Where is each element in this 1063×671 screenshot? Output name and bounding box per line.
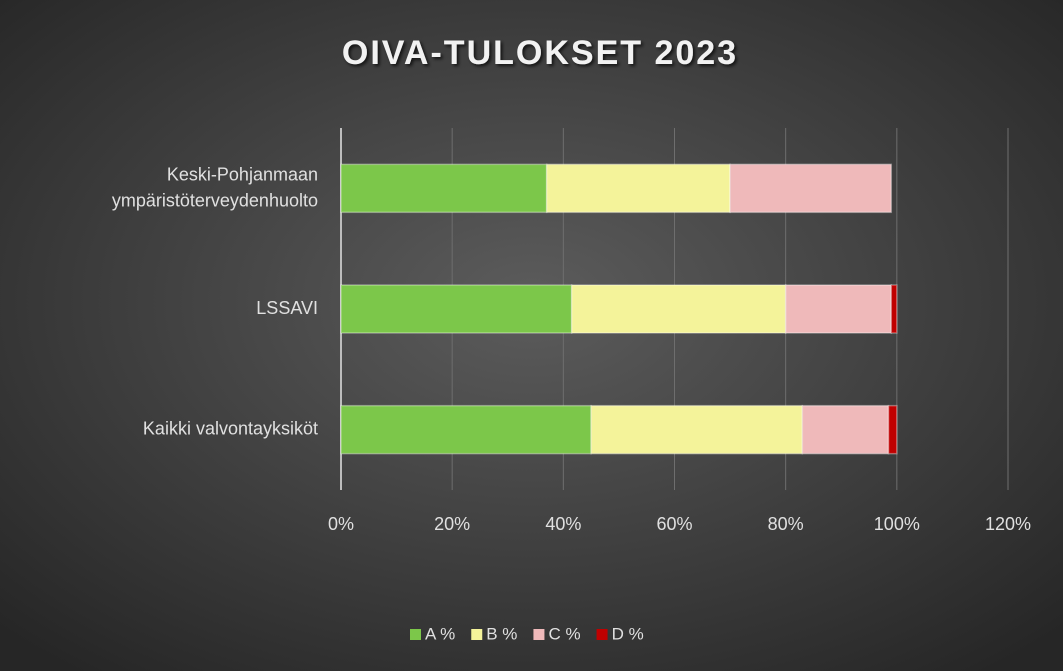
bar-segment bbox=[784, 284, 893, 334]
x-tick-label: 20% bbox=[434, 514, 470, 534]
legend-label: C % bbox=[548, 624, 580, 643]
legend-marker bbox=[410, 629, 421, 640]
x-tick-label: 120% bbox=[985, 514, 1031, 534]
legend-marker bbox=[471, 629, 483, 640]
chart-title: OIVA-TULOKSET 2023 bbox=[342, 34, 738, 72]
legend-label: A % bbox=[425, 624, 455, 643]
legend-label: B % bbox=[486, 624, 517, 643]
x-tick-label: 40% bbox=[545, 514, 581, 534]
bar-segment bbox=[590, 404, 804, 455]
bar-segment bbox=[340, 163, 548, 214]
bar-segment bbox=[890, 284, 898, 334]
y-tick-label: LSSAVI bbox=[256, 298, 318, 318]
bar-segment bbox=[545, 163, 731, 214]
x-tick-label: 60% bbox=[656, 514, 692, 534]
bar-segment bbox=[570, 284, 787, 334]
x-tick-label: 80% bbox=[768, 514, 804, 534]
x-tick-label: 0% bbox=[328, 514, 354, 534]
bar-segment bbox=[801, 404, 890, 455]
x-tick-label: 100% bbox=[874, 514, 920, 534]
y-tick-label: Kaikki valvontayksiköt bbox=[143, 418, 318, 438]
bar-segment bbox=[340, 404, 592, 455]
bar-segment bbox=[729, 163, 893, 214]
bar-segment bbox=[887, 404, 898, 455]
bar-segment bbox=[340, 284, 573, 334]
y-tick-label: Keski-Pohjanmaan ympäristöterveydenhuolto bbox=[112, 164, 318, 210]
legend-marker bbox=[596, 629, 608, 640]
legend-marker bbox=[533, 629, 545, 640]
legend-label: D % bbox=[612, 624, 644, 643]
